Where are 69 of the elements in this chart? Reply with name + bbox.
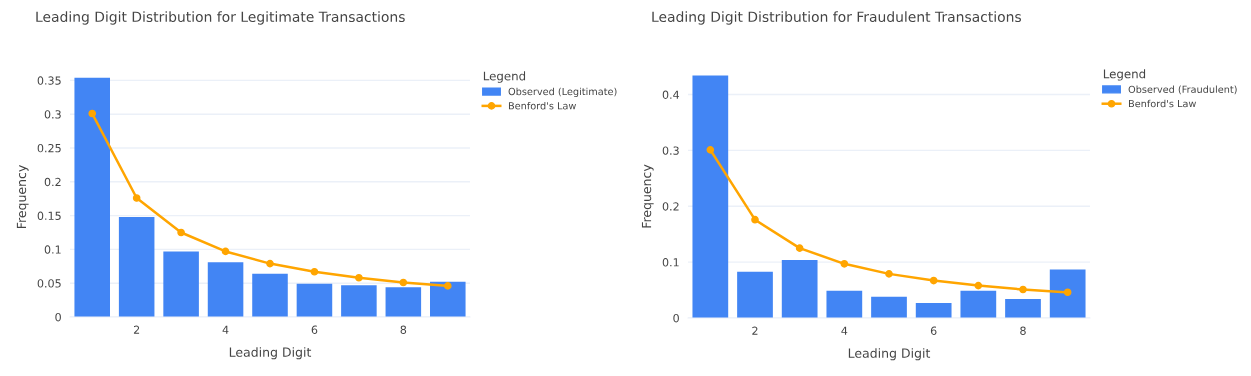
y-tick-label: 0.25 (37, 143, 61, 153)
chart-title: Leading Digit Distribution for Legitimate Transactions (36, 11, 405, 25)
y-tick-label: 0.3 (44, 110, 61, 119)
point (1063, 288, 1072, 297)
point (929, 276, 938, 285)
y-axis-title: Frequency (641, 164, 654, 228)
y-tick-label: 0.1 (44, 245, 61, 254)
x-tick-label: 8 (1020, 326, 1026, 335)
x-tick-label: 2 (133, 325, 140, 334)
legend-label: Observed (Fraudulent) (1128, 85, 1237, 95)
y-tick-label: 0.1 (662, 258, 679, 267)
point (310, 267, 319, 276)
bar (1049, 269, 1086, 318)
y-tick-label: 0.35 (37, 76, 61, 85)
bar (692, 75, 729, 318)
bar (163, 251, 199, 317)
y-tick-label: 0.15 (37, 211, 61, 220)
bar (430, 281, 466, 317)
point (355, 273, 363, 282)
y-tick-label: 0.3 (662, 146, 679, 155)
point (266, 259, 274, 268)
y-tick-label: 0.05 (37, 279, 61, 288)
point (751, 215, 759, 224)
point (88, 109, 97, 118)
point (177, 228, 185, 237)
bar (341, 285, 377, 317)
bar (871, 296, 907, 318)
x-axis-title: Leading Digit (229, 347, 312, 360)
y-tick-label: 0.2 (662, 202, 679, 211)
y-tick-label: 0 (55, 312, 61, 322)
x-tick-label: 6 (930, 326, 937, 335)
point (706, 146, 715, 154)
point (221, 247, 230, 256)
legend-label: Benford's Law (508, 101, 576, 110)
x-tick-label: 4 (841, 326, 848, 335)
point (974, 281, 983, 290)
x-axis-title: Leading Digit (848, 348, 931, 361)
bar (915, 302, 952, 318)
bar (74, 77, 110, 317)
y-tick-label: 0.2 (44, 177, 61, 187)
x-tick-label: 6 (311, 325, 318, 334)
point (443, 282, 452, 290)
point (132, 194, 141, 202)
y-tick-label: 0.4 (662, 90, 680, 99)
legend-label: Benford's Law (1129, 99, 1196, 108)
point (840, 259, 849, 268)
point (795, 244, 804, 252)
legend-title: Legend (1103, 69, 1146, 81)
bar (385, 287, 422, 317)
bar (737, 271, 773, 318)
bar (296, 283, 333, 317)
legend-label: Observed (Legitimate) (508, 87, 617, 98)
legend-title: Legend (483, 71, 526, 83)
bar (1005, 299, 1041, 318)
point (1019, 285, 1027, 294)
y-tick-label: 0 (673, 313, 679, 323)
bar (252, 273, 288, 317)
y-axis-title: Frequency (16, 165, 29, 229)
x-tick-label: 8 (400, 325, 407, 334)
x-tick-label: 4 (222, 325, 229, 334)
bar (960, 290, 997, 318)
bar (118, 216, 155, 317)
point (399, 278, 408, 287)
x-tick-label: 2 (752, 326, 758, 335)
point (885, 270, 893, 278)
chart-title: Leading Digit Distribution for Fraudulent Transactions (652, 11, 1021, 25)
bar (781, 259, 818, 318)
bar (207, 262, 244, 317)
bar (826, 290, 863, 318)
